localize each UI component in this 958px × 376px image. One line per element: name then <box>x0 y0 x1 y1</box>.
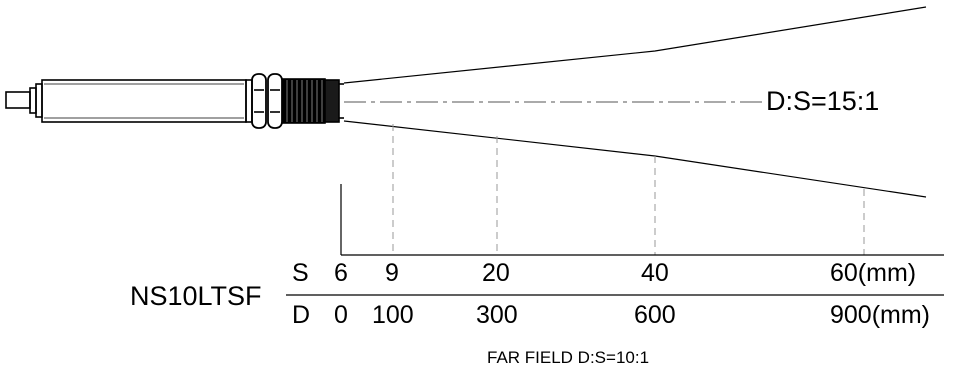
ratio-label: D:S=15:1 <box>766 86 880 116</box>
d-value-900: 900(mm) <box>830 301 931 329</box>
s-value-60: 60(mm) <box>830 259 917 287</box>
connector-step <box>29 87 37 114</box>
s-value-40: 40 <box>641 259 669 287</box>
housing-tube <box>41 79 247 123</box>
d-value-100: 100 <box>372 301 414 329</box>
lock-nut-2 <box>267 73 283 129</box>
threaded-barrel <box>282 78 326 124</box>
d-row-letter: D <box>292 301 311 329</box>
d-value-600: 600 <box>634 301 676 329</box>
s-value-20: 20 <box>482 259 510 287</box>
connector-collar <box>35 83 43 118</box>
thread-texture <box>286 80 323 122</box>
fov-lower-edge <box>343 120 927 198</box>
cable-stub <box>5 91 31 109</box>
fov-upper-edge <box>343 6 927 84</box>
distance-guides <box>392 124 865 255</box>
d-value-0: 0 <box>334 301 348 329</box>
s-row-letter: S <box>292 259 309 287</box>
sensor-body <box>5 73 344 129</box>
s-value-9: 9 <box>385 259 399 287</box>
s-value-6: 6 <box>334 259 348 287</box>
far-field-label: FAR FIELD D:S=10:1 <box>487 348 650 367</box>
barrel-nose <box>324 79 340 123</box>
d-value-300: 300 <box>476 301 518 329</box>
lock-nut-1 <box>251 73 267 129</box>
model-name: NS10LTSF <box>130 281 262 311</box>
